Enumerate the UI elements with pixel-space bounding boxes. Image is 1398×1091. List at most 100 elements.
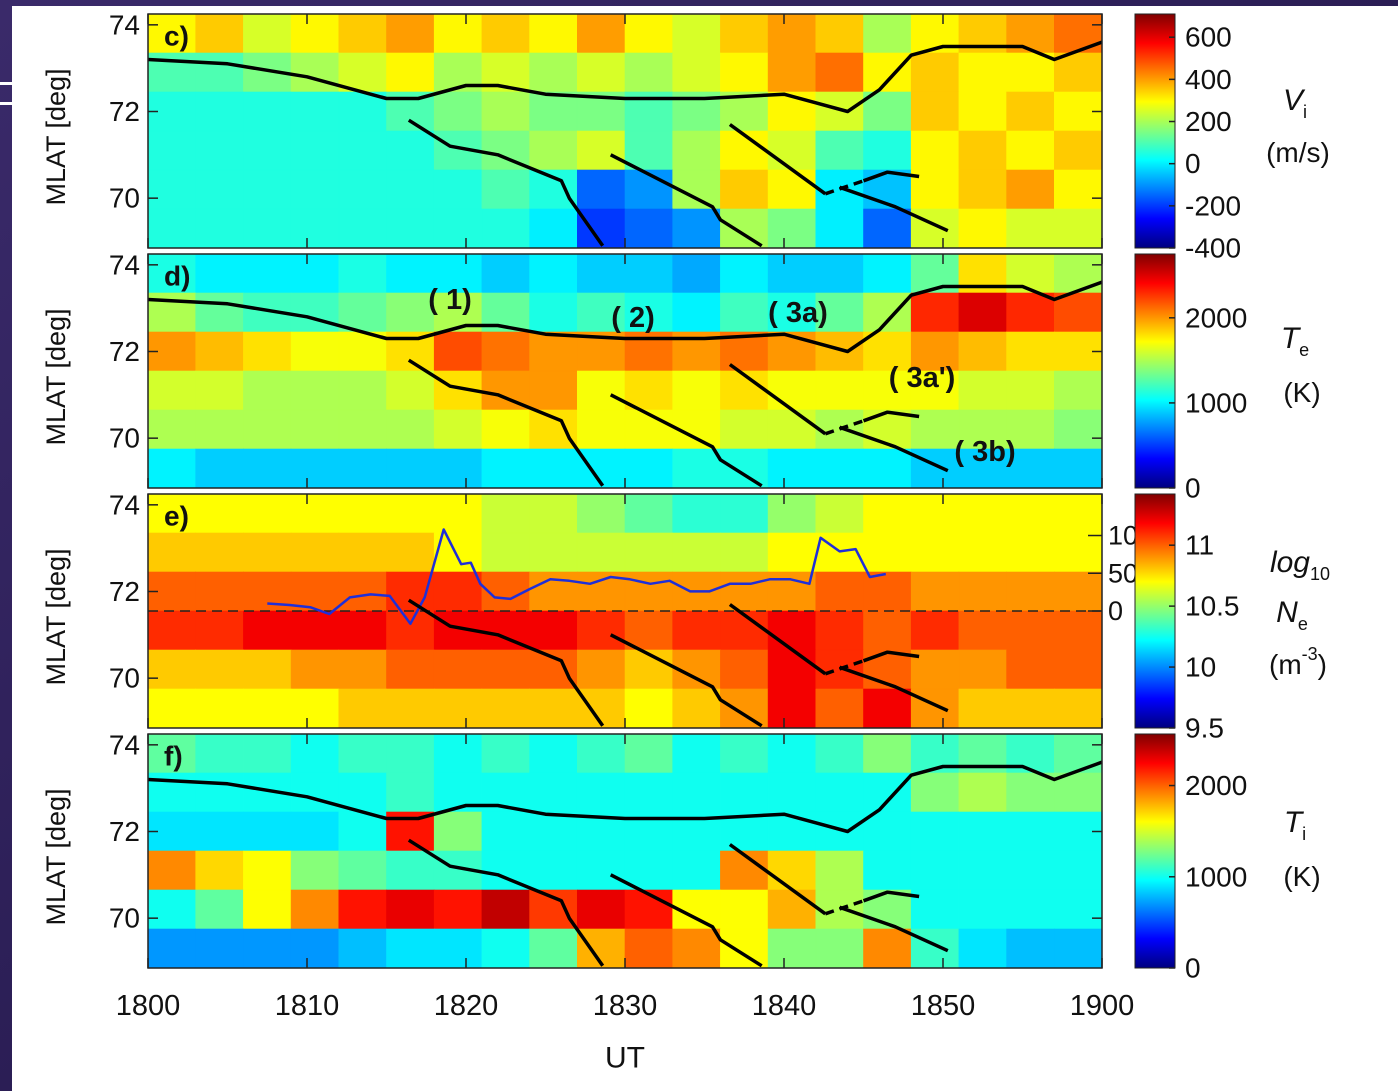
heatmap-cell: [1054, 409, 1102, 450]
heatmap-cell: [290, 52, 340, 93]
colorbar: [1134, 733, 1176, 969]
colorbar-label: Ne: [1276, 596, 1308, 635]
heatmap-cell: [815, 254, 864, 294]
heatmap-cell: [386, 734, 435, 774]
heatmap-cell: [1054, 370, 1102, 411]
y-tick-label: 70: [109, 903, 140, 934]
heatmap-cell: [1054, 52, 1102, 93]
heatmap-cell: [910, 254, 960, 294]
heatmap-cell: [386, 370, 435, 411]
heatmap-cell: [815, 130, 864, 171]
heatmap-cell: [290, 649, 340, 690]
colorbar-tick-label: 0: [1185, 953, 1201, 984]
heatmap-cell: [195, 811, 244, 852]
heatmap-cell: [958, 169, 1007, 210]
heatmap-cell: [195, 14, 244, 54]
heatmap-cell: [1006, 688, 1055, 728]
heatmap-cell: [576, 610, 626, 651]
heatmap-cell: [338, 494, 387, 534]
boundary-line: [728, 603, 827, 676]
y-tick-label: 70: [109, 423, 140, 454]
heatmap-cell: [672, 292, 721, 333]
colorbar-tick-label: -400: [1185, 233, 1241, 264]
heatmap-cell: [243, 448, 292, 488]
x-tick-label: 1820: [434, 990, 499, 1022]
heatmap-cell: [195, 254, 244, 294]
heatmap-cell: [576, 14, 626, 54]
heatmap-cell: [576, 52, 626, 93]
heatmap-cell: [910, 91, 960, 132]
panel: [148, 14, 1102, 248]
heatmap-cell: [148, 448, 197, 488]
heatmap-cell: [576, 649, 626, 690]
heatmap-cell: [720, 610, 769, 651]
heatmap-cell: [910, 811, 960, 852]
heatmap-cell: [576, 734, 626, 774]
heatmap-cell: [386, 649, 435, 690]
panel: [148, 494, 1102, 728]
heatmap-cell: [481, 928, 530, 968]
heatmap-cell: [195, 610, 244, 651]
heatmap-cell: [1006, 571, 1055, 612]
heatmap-cell: [386, 494, 435, 534]
heatmap-cell: [624, 52, 674, 93]
heatmap-cell: [863, 610, 912, 651]
y-axis-label: MLAT [deg]: [41, 68, 71, 205]
colorbar-tick-label: 9.5: [1185, 713, 1224, 744]
boundary-line: [407, 118, 605, 247]
heatmap-cell: [148, 130, 197, 171]
x-tick-label: 1810: [275, 990, 340, 1022]
heatmap-cell: [338, 208, 387, 248]
heatmap-cell: [529, 370, 578, 411]
panel: [148, 254, 1102, 488]
boundary-line: [728, 363, 827, 436]
heatmap-cell: [958, 610, 1007, 651]
heatmap-cell: [338, 610, 387, 651]
heatmap-cell: [767, 370, 817, 411]
heatmap-cell: [1054, 14, 1102, 54]
heatmap-cell: [958, 928, 1007, 968]
heatmap-cell: [815, 811, 864, 852]
heatmap-cell: [815, 649, 864, 690]
heatmap-cell: [672, 532, 721, 573]
heatmap-cell: [863, 928, 912, 968]
label-subscript: e: [1299, 340, 1309, 360]
heatmap-cell: [910, 169, 960, 210]
heatmap-cell: [290, 811, 340, 852]
heatmap-cell: [1006, 772, 1055, 813]
heatmap-cell: [720, 14, 769, 54]
heatmap-cell: [195, 91, 244, 132]
heatmap-cell: [863, 811, 912, 852]
colorbar: [1134, 253, 1176, 489]
heatmap-cell: [481, 688, 530, 728]
colorbar-label: Ti: [1284, 806, 1306, 845]
heatmap-cell: [815, 734, 864, 774]
slide-decoration: [0, 102, 60, 105]
heatmap-cell: [529, 130, 578, 171]
boundary-line: [862, 410, 920, 423]
heatmap-cell: [243, 734, 292, 774]
heatmap-cell: [1006, 208, 1055, 248]
y-tick-label: 72: [109, 96, 140, 127]
heatmap-cell: [767, 494, 817, 534]
heatmap-cell: [338, 14, 387, 54]
heatmap-cell: [433, 889, 483, 930]
boundary-line: [862, 890, 920, 903]
heatmap-cell: [767, 52, 817, 93]
heatmap-cell: [624, 688, 674, 728]
heatmap-cell: [338, 772, 387, 813]
heatmap-cell: [338, 734, 387, 774]
heatmap-cell: [243, 889, 292, 930]
heatmap-cell: [624, 130, 674, 171]
y-tick-label: 72: [109, 816, 140, 847]
heatmap-cell: [195, 494, 244, 534]
label-subscript: 10: [1310, 564, 1330, 584]
boundary-line: [728, 843, 827, 916]
heatmap-cell: [720, 448, 769, 488]
heatmap-cell: [338, 850, 387, 891]
heatmap-cell: [195, 734, 244, 774]
colorbar-tick-label: 1000: [1185, 861, 1247, 892]
heatmap-cell: [338, 169, 387, 210]
heatmap-cell: [767, 610, 817, 651]
heatmap-cell: [624, 169, 674, 210]
